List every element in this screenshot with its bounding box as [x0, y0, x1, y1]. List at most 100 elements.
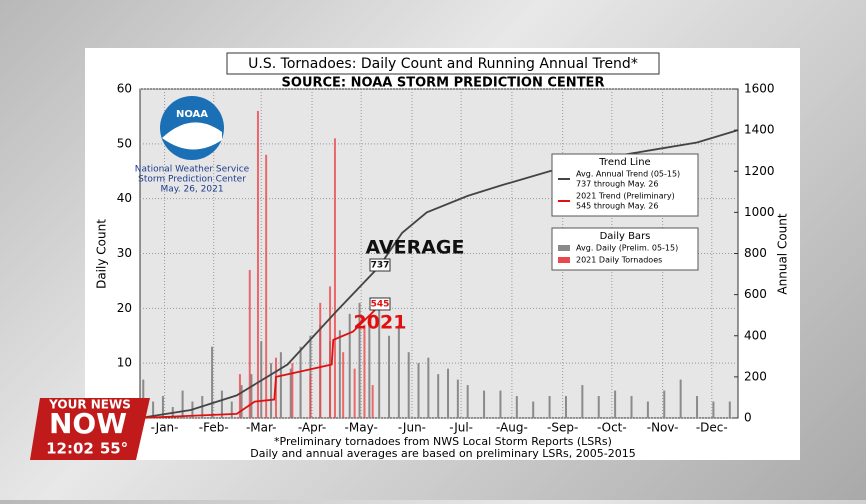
bar: [630, 396, 633, 418]
y2-tick-label: 200: [744, 369, 767, 383]
logo-text: NOAA: [176, 109, 208, 120]
bar: [581, 385, 584, 418]
logo-line: May. 26, 2021: [160, 185, 223, 195]
footnote: *Preliminary tornadoes from NWS Local St…: [274, 435, 612, 448]
bar: [240, 385, 243, 418]
bar: [597, 396, 600, 418]
bar: [238, 374, 241, 418]
legend-title: Trend Line: [598, 157, 650, 168]
bar: [256, 110, 259, 418]
logo-line: Storm Prediction Center: [138, 175, 246, 185]
time: 12:02: [46, 440, 94, 458]
bar: [614, 390, 617, 418]
bar: [348, 313, 351, 418]
title-box: [226, 52, 660, 75]
annotation-box: [369, 297, 391, 311]
legend-swatch: [558, 257, 570, 263]
y-tick-label: 20: [117, 301, 132, 315]
x-tick-label: -Apr-: [298, 421, 326, 435]
y-tick-label: 40: [117, 191, 132, 205]
bar: [333, 138, 336, 418]
y-tick-label: 60: [117, 82, 132, 96]
x-tick-label: -Aug-: [496, 421, 528, 435]
annotation-box: [369, 258, 391, 272]
x-tick-label: -Oct-: [597, 421, 627, 435]
bar: [181, 390, 184, 418]
bar: [363, 324, 366, 418]
bar: [679, 379, 682, 418]
bar: [548, 396, 551, 418]
bar: [456, 379, 459, 418]
x-tick-label: -Jun-: [398, 421, 426, 435]
y-tick-label: 30: [117, 246, 132, 260]
bar: [338, 330, 341, 418]
x-tick-label: -Jan-: [151, 421, 179, 435]
annotation: 2021: [354, 312, 407, 334]
x-tick-label: -Jul-: [449, 421, 473, 435]
legend-label: Avg. Annual Trend (05-15): [576, 170, 680, 179]
bar: [712, 401, 715, 418]
bar: [250, 374, 253, 418]
bug-background: [30, 398, 150, 460]
bar: [299, 346, 302, 418]
y2-tick-label: 0: [744, 411, 752, 425]
annotation: 737: [371, 261, 390, 271]
x-tick-label: -Sep-: [547, 421, 578, 435]
y2-axis-label: Annual Count: [776, 213, 790, 294]
bar: [483, 390, 486, 418]
legend-box: [551, 227, 699, 271]
bar: [437, 374, 440, 418]
legend-label: Avg. Daily (Prelim. 05-15): [576, 244, 678, 253]
bar: [427, 357, 430, 418]
x-tick-label: -Mar-: [246, 421, 277, 435]
x-tick-label: -Dec-: [696, 421, 728, 435]
bar: [353, 368, 356, 418]
bar: [220, 390, 223, 418]
y2-tick-label: 1000: [744, 205, 775, 219]
legend-label: 2021 Daily Tornadoes: [576, 256, 662, 265]
x-tick-label: -Nov-: [647, 421, 679, 435]
bar: [279, 352, 282, 418]
brand-top: YOUR NEWS: [48, 398, 131, 412]
legend-swatch: [558, 245, 570, 251]
bar: [319, 302, 322, 418]
legend-title: Daily Bars: [600, 231, 651, 242]
bar: [265, 154, 268, 419]
bar: [728, 401, 731, 418]
legend-note: 545 through May. 26: [576, 202, 658, 211]
trend-line: [139, 129, 739, 419]
legend-box: [551, 153, 699, 217]
bar: [161, 396, 164, 418]
bar: [270, 363, 273, 418]
bar: [329, 286, 332, 418]
bar: [646, 401, 649, 418]
bar: [499, 390, 502, 418]
bar: [368, 319, 371, 418]
bar: [309, 374, 312, 418]
bar: [447, 368, 450, 418]
x-tick-label: -Feb-: [199, 421, 229, 435]
legend-label: 2021 Trend (Preliminary): [576, 192, 675, 201]
x-tick-label: -May-: [345, 421, 378, 435]
y2-tick-label: 800: [744, 246, 767, 260]
bar: [289, 368, 292, 418]
bar: [564, 396, 567, 418]
bar: [663, 390, 666, 418]
y-tick-label: 10: [117, 356, 132, 370]
bar: [248, 269, 251, 418]
bar: [342, 352, 345, 418]
bar: [407, 352, 410, 418]
y2-tick-label: 1600: [744, 82, 775, 96]
bar: [230, 401, 233, 418]
y2-tick-label: 400: [744, 328, 767, 342]
bar: [291, 363, 294, 418]
bar: [211, 346, 214, 418]
bar: [417, 363, 420, 418]
y2-tick-label: 1200: [744, 164, 775, 178]
legend-note: 737 through May. 26: [576, 180, 658, 189]
annotation: 545: [371, 300, 390, 310]
chart-title: U.S. Tornadoes: Daily Count and Running …: [248, 56, 638, 72]
bar: [152, 401, 155, 418]
logo-gull: [162, 122, 222, 150]
